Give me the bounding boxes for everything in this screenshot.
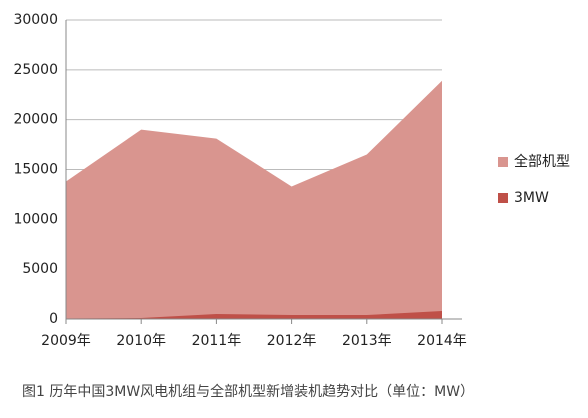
area xyxy=(66,311,442,319)
legend-label: 3MW xyxy=(514,190,549,206)
x-tick-label: 2010年 xyxy=(116,333,166,349)
y-tick-label: 5000 xyxy=(22,261,58,277)
caption: 图1 历年中国3MW风电机组与全部机型新增装机趋势对比（单位：MW） xyxy=(22,383,474,400)
y-tick-label: 10000 xyxy=(13,211,58,227)
x-tick-label: 2013年 xyxy=(342,333,392,349)
legend-label: 全部机型 xyxy=(514,153,570,170)
y-tick-label: 25000 xyxy=(13,62,58,78)
legend-swatch xyxy=(498,157,508,167)
legend-swatch xyxy=(498,193,508,203)
y-tick-label: 0 xyxy=(49,311,58,327)
x-tick-label: 2011年 xyxy=(192,333,242,349)
x-tick-label: 2009年 xyxy=(41,333,91,349)
area xyxy=(66,80,442,320)
x-tick-label: 2012年 xyxy=(267,333,317,349)
y-tick-label: 30000 xyxy=(13,12,58,28)
x-tick-label: 2014年 xyxy=(417,333,467,349)
y-tick-label: 15000 xyxy=(13,162,58,178)
y-tick-label: 20000 xyxy=(13,112,58,128)
